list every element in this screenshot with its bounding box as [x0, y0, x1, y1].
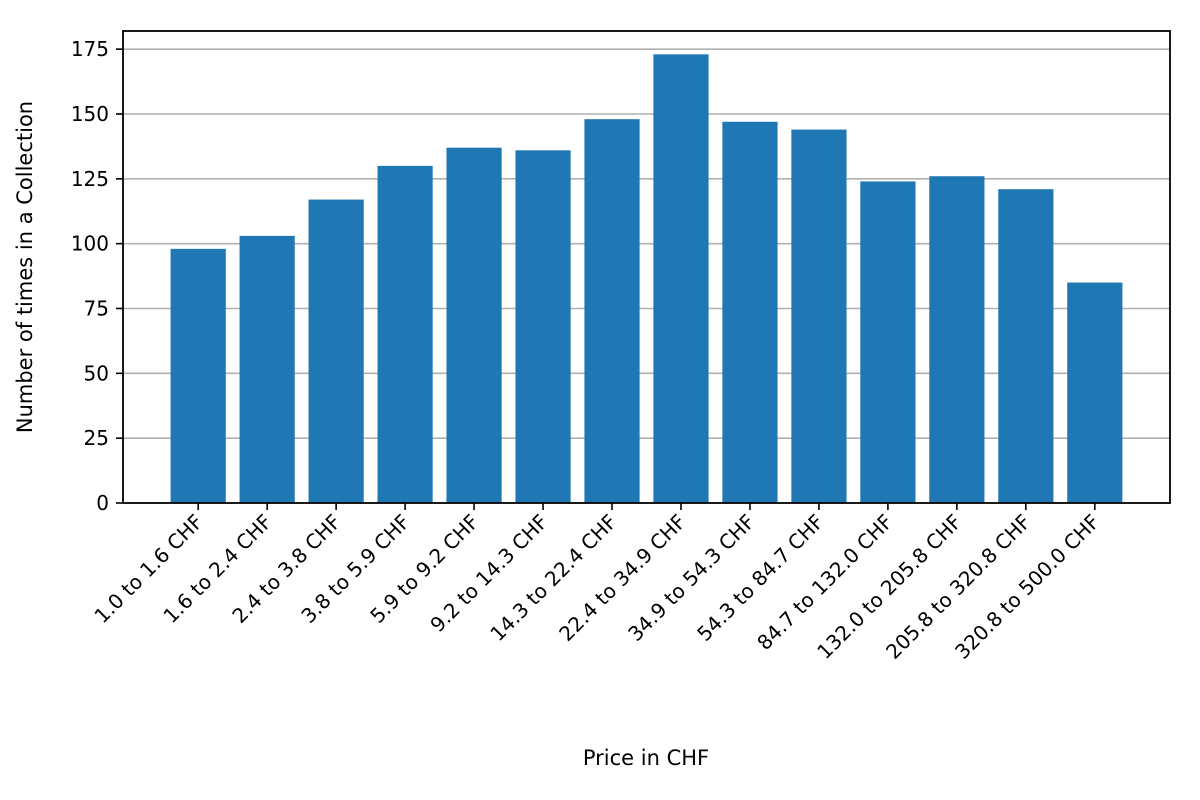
- plot-frame: [122, 30, 1171, 504]
- y-tick-label: 125: [71, 167, 109, 191]
- bar: [170, 248, 226, 503]
- grid-lines: [123, 48, 1170, 439]
- bar: [791, 129, 847, 504]
- y-tick-label: 50: [84, 361, 109, 385]
- x-axis-title: Price in CHF: [583, 746, 709, 770]
- bar: [722, 121, 778, 504]
- bar: [584, 119, 640, 503]
- y-tick-label: 25: [84, 426, 109, 450]
- bar: [446, 147, 502, 503]
- y-tick-label: 0: [96, 491, 109, 515]
- bar: [239, 235, 295, 503]
- bar: [377, 165, 433, 503]
- y-tick-label: 100: [71, 232, 109, 256]
- y-tick-label: 150: [71, 102, 109, 126]
- x-tick-label: 14.3 to 22.4 CHF: [485, 510, 621, 646]
- y-tick-label: 175: [71, 37, 109, 61]
- x-tick-label: 22.4 to 34.9 CHF: [554, 510, 690, 646]
- y-axis-title: Number of times in a Collection: [13, 101, 37, 433]
- bar: [653, 54, 709, 503]
- bar: [998, 189, 1054, 503]
- bar: [860, 181, 916, 503]
- x-tick-label: 54.3 to 84.7 CHF: [692, 510, 828, 646]
- bar: [929, 176, 985, 503]
- bar: [515, 150, 571, 504]
- x-tick-label: 34.9 to 54.3 CHF: [623, 510, 759, 646]
- bar: [1067, 282, 1123, 503]
- bars: [170, 54, 1123, 504]
- bar: [308, 199, 364, 504]
- y-axis: 0 25 50 75 100 125 150 175: [71, 37, 123, 515]
- x-tick-label: 9.2 to 14.3 CHF: [425, 510, 552, 637]
- y-tick-label: 75: [84, 296, 109, 320]
